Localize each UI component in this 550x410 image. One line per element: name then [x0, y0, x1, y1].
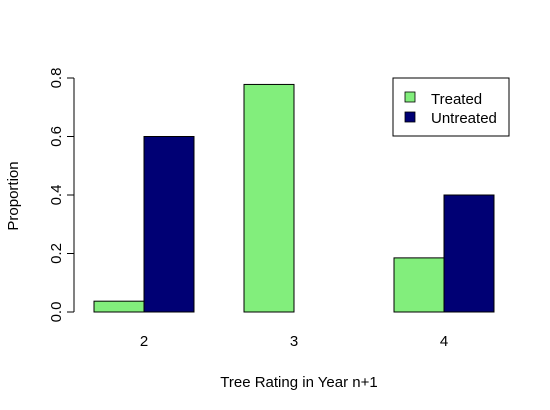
x-tick-label: 4	[440, 333, 448, 350]
y-axis: 0.0 0.2 0.4 0.6 0.8	[48, 68, 75, 323]
bar-treated-4	[393, 257, 445, 313]
x-tick-label: 2	[140, 333, 148, 350]
y-tick-label: 0.6	[48, 126, 65, 147]
bar-untreated-4	[443, 194, 495, 313]
legend-swatch-untreated	[404, 111, 416, 123]
plot-area	[93, 83, 495, 313]
legend-label-untreated: Untreated	[431, 110, 497, 127]
legend-label-treated: Treated	[431, 91, 482, 108]
legend-swatch-treated	[404, 91, 416, 103]
legend-box	[392, 77, 510, 137]
y-tick-label: 0.2	[48, 243, 65, 264]
y-tick-label: 0.0	[48, 302, 65, 323]
y-tick-label: 0.4	[48, 185, 65, 206]
x-tick-label: 3	[290, 333, 298, 350]
legend: Treated Untreated	[392, 77, 510, 137]
bar-untreated-2	[143, 136, 195, 313]
y-tick-label: 0.8	[48, 68, 65, 89]
x-axis: 2 3 4	[140, 333, 448, 350]
x-axis-label: Tree Rating in Year n+1	[220, 374, 377, 391]
y-axis-label: Proportion	[5, 161, 22, 230]
bar-treated-3	[243, 83, 295, 313]
bar-treated-2	[93, 300, 145, 313]
